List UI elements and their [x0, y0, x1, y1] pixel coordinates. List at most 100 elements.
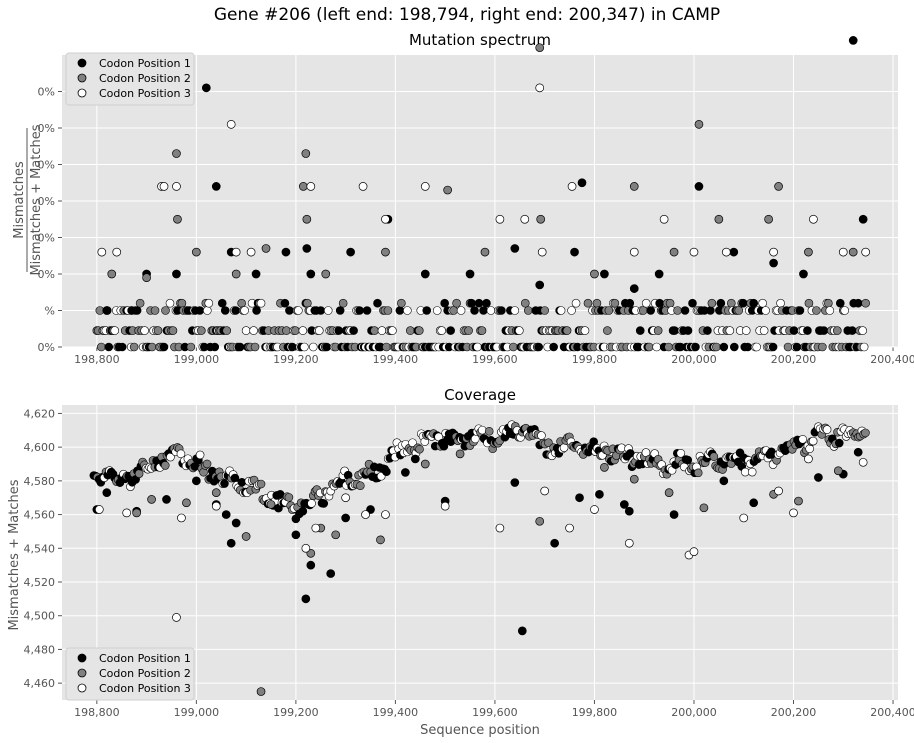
- band-point: [482, 298, 491, 308]
- band-point: [853, 298, 863, 308]
- band-point: [349, 326, 358, 335]
- top-dense-band: [92, 298, 870, 352]
- band-point: [824, 298, 833, 308]
- bottom-legend-label-2: Codon Position 2: [99, 667, 191, 680]
- data-point-codon-1: [410, 454, 420, 464]
- data-point-codon-3: [520, 214, 530, 224]
- band-point: [734, 306, 744, 315]
- band-point: [303, 298, 312, 308]
- data-point-codon-1: [420, 269, 430, 279]
- data-point-codon-3: [774, 486, 783, 496]
- data-point-codon-3: [629, 247, 639, 257]
- data-point-codon-2: [629, 474, 639, 484]
- band-point: [670, 326, 679, 335]
- top-x-tick-labels: 198,800 199,000 199,200 199,400 199,600 199,8…: [74, 353, 914, 366]
- band-point: [761, 306, 770, 315]
- top-legend-marker-2: [77, 73, 87, 83]
- bottom-legend-marker-2: [77, 668, 87, 678]
- data-point-codon-1: [669, 510, 679, 519]
- band-point: [288, 342, 297, 352]
- data-point-codon-3: [172, 182, 181, 191]
- data-point-codon-1: [102, 306, 112, 315]
- band-point: [334, 326, 343, 335]
- data-point-codon-3: [177, 513, 186, 523]
- band-point: [635, 326, 645, 335]
- data-point-codon-2: [420, 459, 430, 469]
- data-point-codon-3: [358, 182, 368, 191]
- band-point: [641, 448, 651, 457]
- data-point-codon-1: [848, 36, 858, 45]
- data-point-codon-2: [804, 247, 813, 257]
- data-point-codon-2: [321, 269, 331, 279]
- band-point: [789, 326, 799, 335]
- band-point: [562, 326, 572, 335]
- band-point: [768, 342, 778, 352]
- data-point-codon-3: [97, 247, 107, 257]
- band-point: [861, 298, 870, 308]
- x-tick-label: 200,000: [671, 353, 717, 366]
- band-point: [835, 298, 845, 308]
- band-point: [300, 342, 309, 352]
- band-point: [256, 298, 266, 308]
- bottom-panel: Coverage 198,800 199,000 199,200 199,400 199…: [7, 386, 914, 738]
- band-point: [804, 298, 814, 308]
- x-tick-label: 200,400: [870, 706, 914, 719]
- band-point: [195, 306, 205, 315]
- x-tick-label: 200,000: [671, 706, 717, 719]
- data-point-codon-1: [510, 478, 520, 487]
- bottom-scatter-points: [92, 447, 868, 696]
- band-point: [653, 326, 663, 335]
- band-point: [382, 467, 391, 477]
- data-point-codon-2: [172, 149, 181, 158]
- data-point-codon-1: [211, 182, 221, 191]
- band-point: [509, 342, 518, 352]
- data-point-codon-1: [577, 178, 587, 188]
- data-point-codon-3: [211, 501, 221, 511]
- data-point-codon-2: [256, 687, 266, 696]
- data-point-codon-1: [629, 284, 639, 293]
- band-point: [252, 306, 261, 315]
- y-tick-label: 0%: [38, 159, 55, 172]
- band-point: [792, 342, 802, 352]
- band-point: [747, 467, 757, 477]
- x-tick-label: 198,800: [74, 706, 120, 719]
- band-point: [604, 306, 614, 315]
- data-point-codon-1: [624, 506, 634, 516]
- y-tick-label: 4,500: [24, 610, 56, 623]
- data-point-codon-1: [226, 538, 236, 548]
- band-point: [160, 461, 170, 470]
- top-legend-marker-3: [77, 88, 87, 98]
- bottom-legend-marker-3: [77, 683, 87, 693]
- band-point: [825, 306, 835, 315]
- band-point: [220, 479, 229, 488]
- data-point-codon-1: [341, 513, 350, 523]
- band-point: [159, 342, 169, 352]
- band-point: [749, 298, 758, 308]
- data-point-codon-1: [570, 247, 579, 257]
- data-point-codon-2: [536, 214, 546, 224]
- band-point: [477, 326, 487, 335]
- band-point: [362, 306, 372, 315]
- band-point: [186, 342, 196, 352]
- data-point-codon-1: [302, 244, 312, 253]
- bottom-y-tick-labels: 4,460 4,480 4,500 4,520 4,540 4,560 4,580 4,600…: [24, 407, 56, 690]
- data-point-codon-1: [858, 214, 868, 224]
- band-point: [322, 342, 332, 352]
- band-point: [703, 326, 712, 335]
- band-point: [202, 459, 212, 469]
- data-point-codon-2: [833, 466, 843, 476]
- data-point-codon-3: [301, 543, 311, 553]
- data-point-codon-2: [794, 496, 803, 506]
- data-point-codon-2: [774, 182, 783, 191]
- data-point-codon-1: [306, 560, 316, 570]
- data-point-codon-3: [809, 214, 818, 224]
- data-point-codon-2: [132, 508, 141, 518]
- band-point: [646, 306, 655, 315]
- band-point: [719, 342, 729, 352]
- figure-title: Gene #206 (left end: 198,794, right end:…: [214, 5, 720, 25]
- data-point-codon-2: [107, 269, 117, 279]
- data-point-codon-2: [173, 214, 182, 224]
- band-point: [610, 298, 620, 308]
- x-tick-label: 199,400: [373, 353, 419, 366]
